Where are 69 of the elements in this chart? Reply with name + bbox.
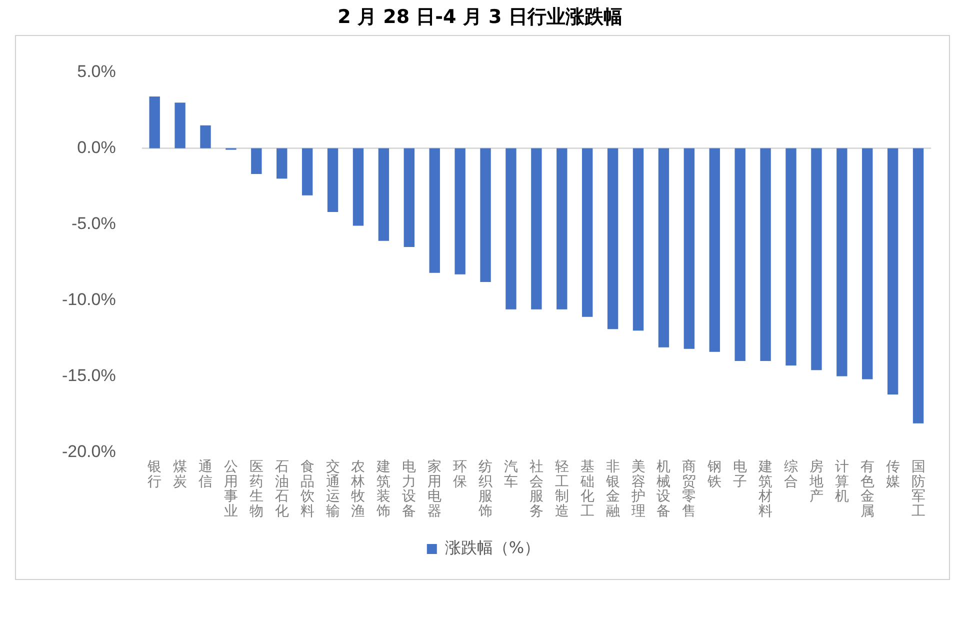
x-tick-label: 基础化工: [579, 459, 594, 520]
x-tick-label: 传媒: [886, 459, 900, 490]
x-tick-label: 家用电器: [428, 459, 442, 520]
bar: [811, 148, 822, 370]
bar: [709, 148, 720, 352]
bar: [556, 148, 568, 310]
bar: [352, 148, 364, 226]
bar: [760, 148, 771, 361]
x-tick-label: 房地产: [808, 459, 824, 505]
bar: [607, 148, 618, 330]
y-tick-label: -10.0%: [62, 290, 116, 309]
bar: [684, 148, 695, 349]
x-tick-label: 汽车: [504, 459, 518, 490]
x-tick-label: 石油石化: [274, 459, 289, 520]
bar: [174, 102, 186, 148]
x-tick-label: 煤炭: [173, 459, 188, 490]
x-tick-label: 商贸零售: [682, 459, 696, 520]
x-tick-label: 食品饮料: [299, 459, 314, 520]
bar: [302, 148, 313, 196]
bar: [582, 148, 593, 317]
bar: [506, 148, 516, 310]
x-tick-label: 环保: [453, 459, 468, 490]
chart-title: 2 月 28 日-4 月 3 日行业涨跌幅: [336, 5, 624, 30]
x-tick-label: 通信: [198, 459, 213, 490]
x-tick-label: 公用事业: [224, 459, 238, 520]
x-tick-label: 电力设备: [402, 459, 416, 520]
x-tick-label: 计算机: [834, 459, 849, 505]
bar: [429, 148, 440, 273]
bar: [862, 148, 873, 380]
legend-label: 涨跌幅（%）: [444, 538, 540, 558]
x-tick-label: 社会服务: [529, 459, 544, 520]
x-tick-label: 电子: [733, 459, 748, 490]
bar: [531, 148, 542, 310]
y-tick-label: 5.0%: [77, 62, 116, 81]
x-tick-label: 医药生物: [249, 459, 264, 520]
bar: [887, 148, 898, 394]
x-tick-label: 有色金属: [860, 459, 874, 520]
y-tick-label: 0.0%: [77, 138, 116, 157]
x-tick-label: 建筑装饰: [376, 459, 391, 520]
bar: [912, 148, 924, 424]
x-tick-label: 综合: [784, 459, 798, 490]
y-tick-label: -15.0%: [62, 366, 116, 385]
bar: [378, 148, 390, 241]
x-tick-label: 纺织服饰: [478, 459, 493, 520]
bar: [251, 148, 262, 174]
x-tick-label: 建筑材料: [758, 459, 773, 520]
x-tick-label: 农林牧渔: [350, 459, 366, 520]
x-tick-label: 交通运输: [326, 459, 340, 520]
bar: [149, 96, 160, 148]
bar: [480, 148, 491, 282]
x-tick-label: 机械设备: [656, 459, 671, 520]
x-tick-label: 美容护理: [630, 459, 646, 520]
bar: [327, 148, 338, 212]
y-tick-label: -20.0%: [62, 442, 116, 461]
bar: [404, 148, 414, 247]
bar: [276, 148, 288, 179]
bar: [836, 148, 848, 376]
x-tick-label: 轻工制造: [554, 459, 569, 520]
x-tick-label: 国防军工: [911, 459, 926, 520]
bar: [734, 148, 746, 361]
x-tick-label: 非银金融: [604, 459, 620, 520]
x-tick-label: 钢铁: [706, 459, 722, 490]
bar: [786, 148, 796, 366]
bar: [454, 148, 466, 274]
bar: [632, 148, 644, 331]
y-tick-label: -5.0%: [71, 214, 116, 233]
bar: [658, 148, 670, 348]
bar: [200, 125, 211, 148]
x-tick-label: 银行: [146, 459, 162, 490]
